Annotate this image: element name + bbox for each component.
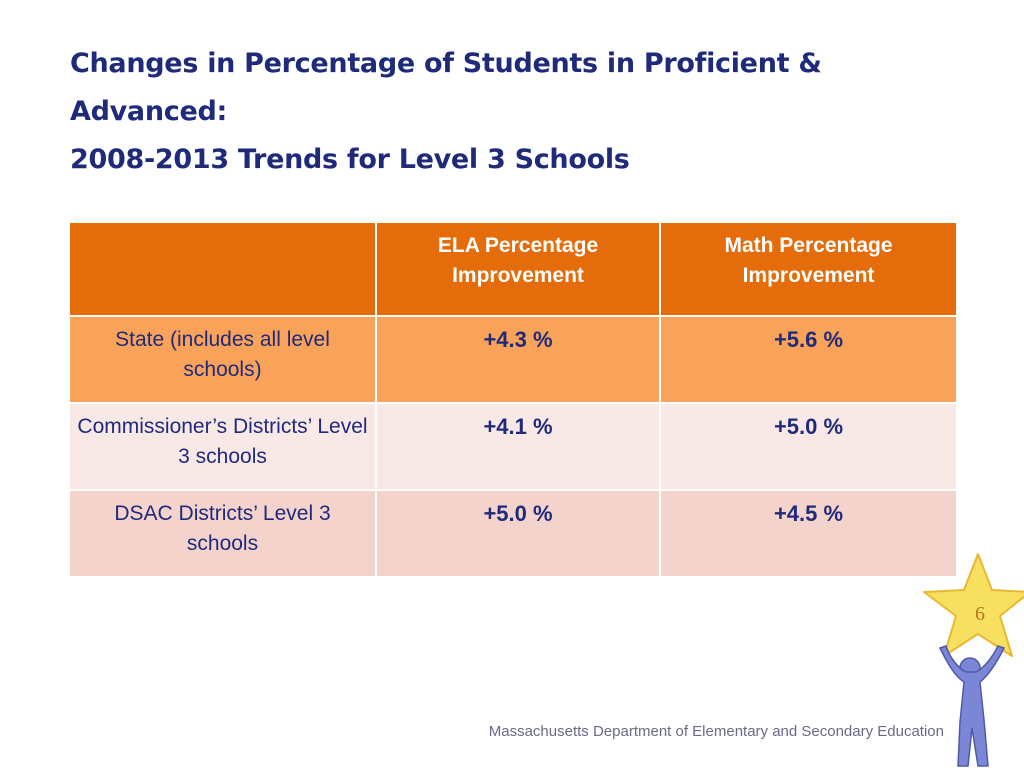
slide-title-line-2: Advanced: — [70, 96, 228, 127]
star-icon — [923, 553, 1024, 657]
star-figure-icon — [923, 553, 1024, 767]
math-value: +5.0 % — [659, 402, 958, 491]
ela-value: +4.3 % — [375, 315, 661, 404]
table-row: State (includes all level schools) +4.3 … — [68, 315, 958, 404]
row-label: DSAC Districts’ Level 3 schools — [68, 489, 377, 578]
ela-value: +4.1 % — [375, 402, 661, 491]
table-row: Commissioner’s Districts’ Level 3 school… — [68, 402, 958, 491]
row-label: Commissioner’s Districts’ Level 3 school… — [68, 402, 377, 491]
slide-title-line-1: Changes in Percentage of Students in Pro… — [70, 48, 822, 79]
person-figure-icon — [938, 645, 1006, 767]
ela-value: +5.0 % — [375, 489, 661, 578]
header-cell-ela: ELA Percentage Improvement — [375, 221, 661, 317]
math-value: +4.5 % — [659, 489, 958, 578]
slide-title-line-3: 2008-2013 Trends for Level 3 Schools — [70, 144, 630, 175]
row-label: State (includes all level schools) — [68, 315, 377, 404]
header-cell-math: Math Percentage Improvement — [659, 221, 958, 317]
header-cell-blank — [68, 221, 377, 317]
table-row: DSAC Districts’ Level 3 schools +5.0 % +… — [68, 489, 958, 578]
footer-organization: Massachusetts Department of Elementary a… — [488, 723, 944, 740]
math-value: +5.6 % — [659, 315, 958, 404]
improvement-table: ELA Percentage Improvement Math Percenta… — [68, 221, 958, 578]
slide-title: Changes in Percentage of Students in Pro… — [70, 40, 950, 184]
slide-number: 6 — [975, 603, 985, 625]
table-header-row: ELA Percentage Improvement Math Percenta… — [68, 221, 958, 317]
